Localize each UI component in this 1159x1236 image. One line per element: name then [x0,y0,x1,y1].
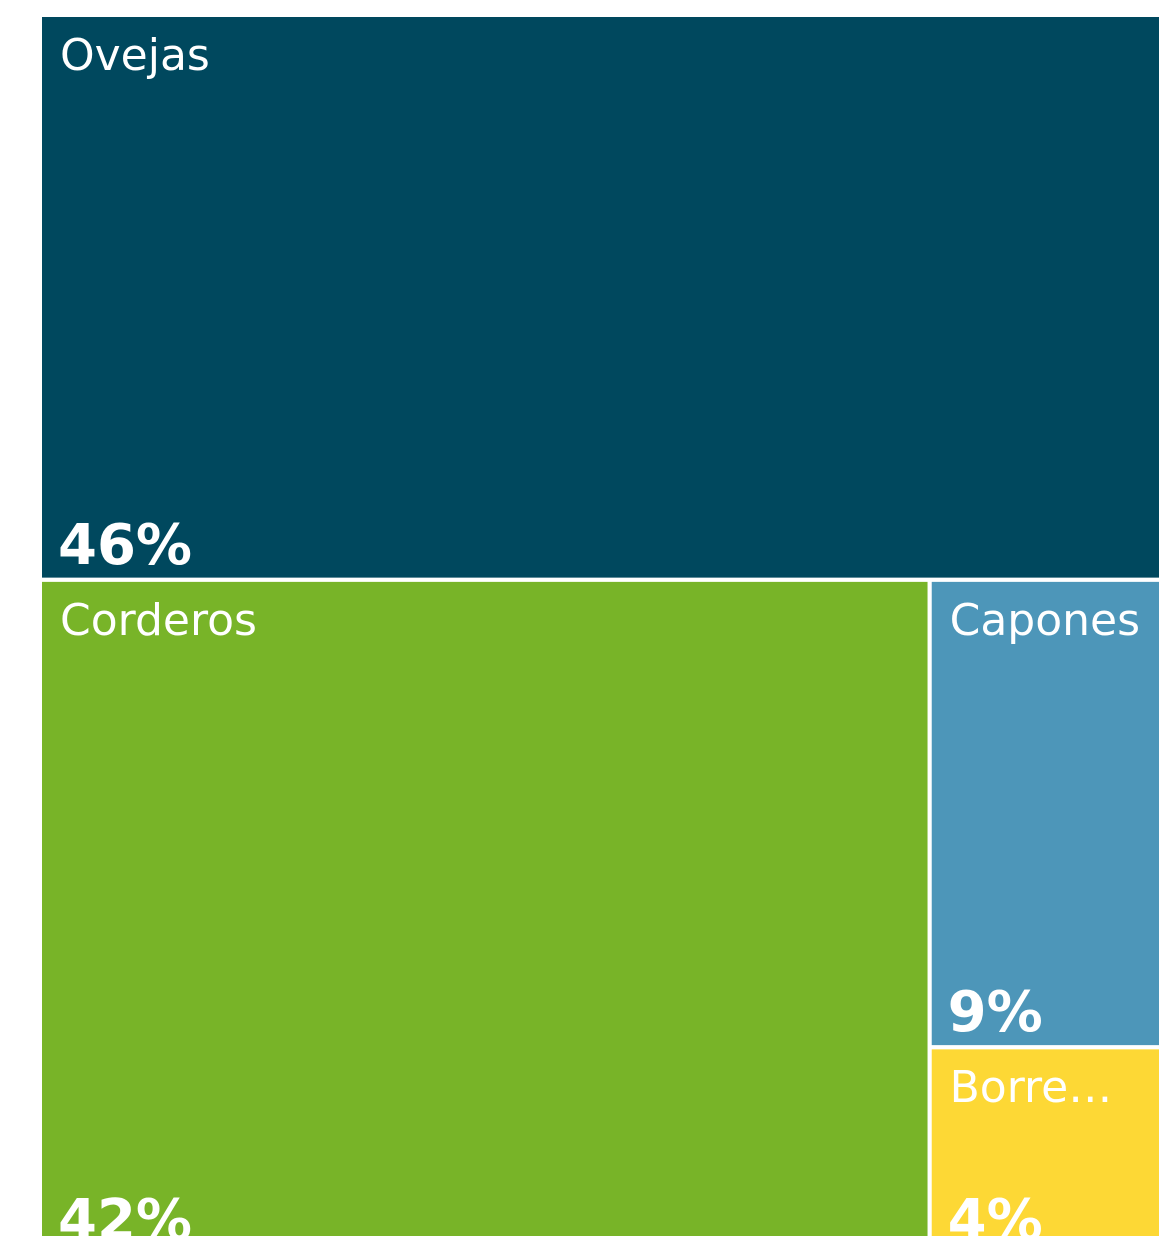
tile-name: Capones [950,595,1140,646]
tile-value-label: 9% [948,980,1043,1045]
tile: Ovejas 46% [42,17,1159,578]
tile-name: Ovejas [60,30,210,81]
tile-value-label: 42% [58,1188,192,1236]
tile-rect [42,581,928,1236]
tile-rect [42,17,1159,578]
tile-rect [931,1049,1159,1236]
tile-rect [931,581,1159,1046]
tile-value-label: 4% [948,1188,1043,1236]
tile: Borre… 4% [931,1049,1159,1236]
tile: Capones 9% [931,581,1159,1046]
tile: Corderos 42% [42,581,928,1236]
tile-name: Corderos [60,595,257,646]
tile-name: Borre… [950,1062,1113,1113]
tile-value-label: 46% [58,513,192,578]
